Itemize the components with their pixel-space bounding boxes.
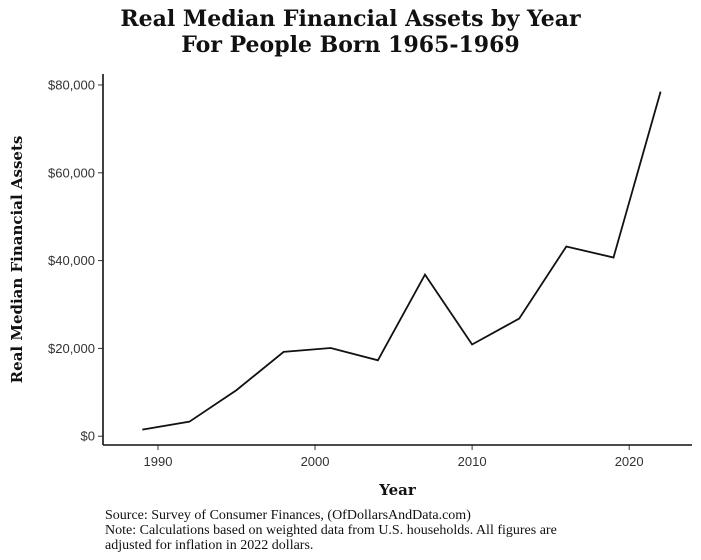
x-tick-label: 1990 bbox=[144, 454, 173, 469]
chart-title-line-2: For People Born 1965-1969 bbox=[181, 32, 520, 58]
y-axis-ticks: $0 $20,000 $40,000 $60,000 $80,000 bbox=[48, 77, 103, 444]
note-line-1: Note: Calculations based on weighted dat… bbox=[105, 523, 557, 538]
line-chart: $0 $20,000 $40,000 $60,000 $80,000 1990 2000 2… bbox=[8, 74, 692, 499]
y-tick-label: $0 bbox=[81, 429, 95, 444]
x-axis-title: Year bbox=[378, 481, 417, 499]
footer-notes: Source: Survey of Consumer Finances, (Of… bbox=[105, 508, 695, 553]
chart-title-line-1: Real Median Financial Assets by Year bbox=[120, 6, 581, 32]
series-group bbox=[142, 91, 662, 431]
y-tick-label: $40,000 bbox=[48, 253, 95, 268]
x-tick-label: 2000 bbox=[301, 454, 330, 469]
x-tick-label: 2010 bbox=[458, 454, 487, 469]
chart-title: Real Median Financial Assets by Year For… bbox=[0, 6, 701, 58]
series-line bbox=[142, 91, 662, 431]
x-axis-ticks: 1990 2000 2010 2020 bbox=[144, 445, 644, 469]
source-note: Source: Survey of Consumer Finances, (Of… bbox=[105, 508, 471, 523]
y-axis-title: Real Median Financial Assets bbox=[8, 136, 26, 384]
y-tick-label: $20,000 bbox=[48, 341, 95, 356]
note-line-2: adjusted for inflation in 2022 dollars. bbox=[105, 538, 314, 553]
y-tick-label: $60,000 bbox=[48, 165, 95, 180]
x-tick-label: 2020 bbox=[615, 454, 644, 469]
y-tick-label: $80,000 bbox=[48, 77, 95, 92]
